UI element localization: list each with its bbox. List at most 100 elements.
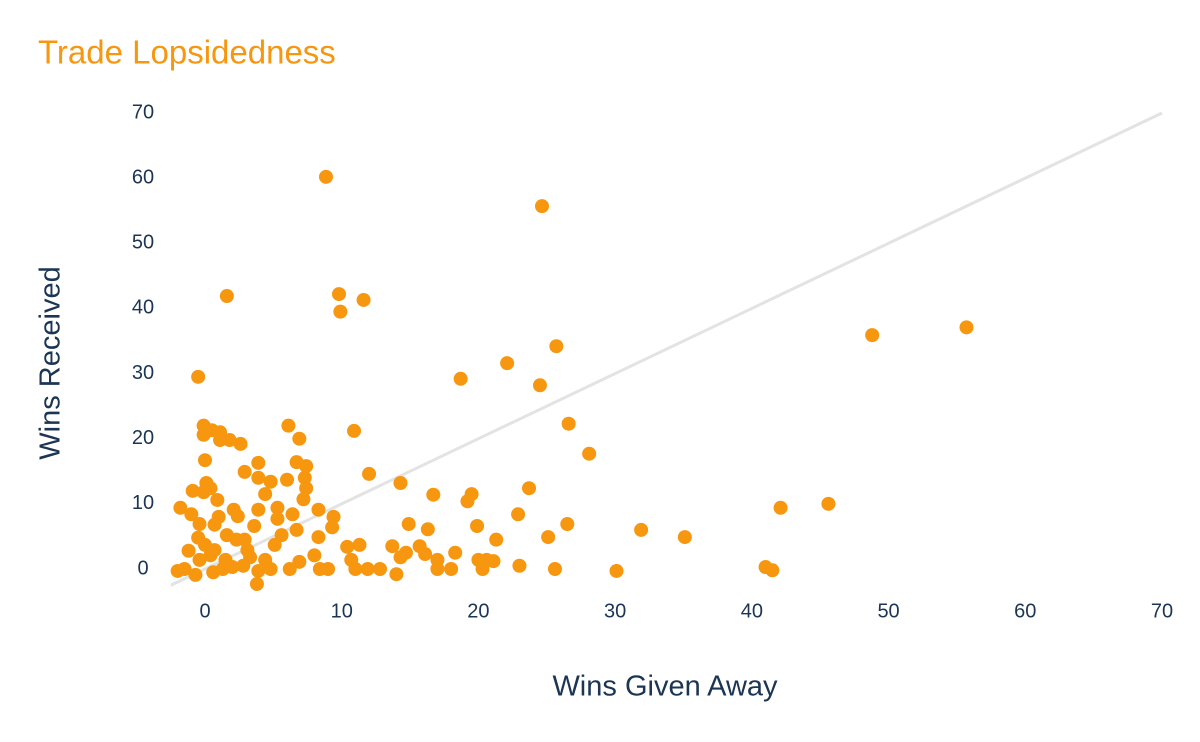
scatter-point [412,539,427,554]
scatter-point [489,532,504,547]
scatter-point [311,502,326,517]
scatter-point [192,552,207,567]
scatter-point [393,476,408,491]
scatter-point [297,470,312,485]
scatter-point [522,481,537,496]
y-tick-label: 50 [132,232,154,254]
scatter-point [247,519,262,534]
scatter-point [267,537,282,552]
scatter-point [280,472,295,487]
scatter-point [191,369,206,384]
y-tick-label: 0 [137,557,148,579]
y-axis-title: Wins Received [35,266,67,459]
scatter-point [312,562,327,576]
scatter-point [181,543,196,558]
scatter-point [249,576,264,591]
scatter-point [532,378,547,393]
scatter-point [289,522,304,537]
scatter-point [188,567,203,582]
scatter-point [307,548,322,563]
x-tick-label: 70 [1151,600,1173,622]
scatter-point [219,289,234,304]
scatter-point [356,292,371,307]
scatter-point [251,563,266,578]
y-tick-label: 20 [132,427,154,449]
scatter-point [500,356,515,371]
scatter-point [274,528,289,543]
scatter-point [401,517,416,532]
scatter-point [560,517,575,532]
scatter-point [285,507,300,522]
scatter-point [549,339,564,354]
scatter-point [865,328,880,343]
scatter-point [237,464,252,479]
scatter-point [471,552,486,567]
scatter-point [444,562,459,576]
scatter-point [204,423,219,438]
scatter-point [326,509,341,524]
scatter-point [218,552,233,567]
scatter-point [420,522,435,537]
y-tick-label: 40 [132,297,154,319]
scatter-point [821,496,836,511]
scatter-point [258,487,273,502]
scatter-point [344,552,359,567]
scatter-point [311,530,326,545]
scatter-point [512,558,527,573]
y-tick-label: 70 [132,101,154,123]
scatter-point [511,507,526,522]
x-tick-label: 50 [877,600,899,622]
scatter-point [582,446,597,461]
scatter-point [541,530,556,545]
y-tick-label: 10 [132,492,154,514]
scatter-point [292,554,307,569]
scatter-point [258,552,273,567]
scatter-point [222,433,237,448]
scatter-point [340,539,355,554]
scatter-point [547,562,562,576]
scatter-point [347,423,362,438]
scatter-point [185,483,200,498]
scatter-point [360,562,375,576]
scatter-point [210,492,225,507]
scatter-point [362,466,377,481]
scatter-point [191,530,206,545]
scatter-point [207,543,222,558]
scatter-point [270,511,285,526]
scatter-point [233,436,248,451]
scatter-point [634,522,649,537]
scatter-point [959,320,974,335]
scatter-point [299,481,314,496]
chart-title: Trade Lopsidedness [38,34,336,71]
scatter-point [170,563,185,578]
scatter-point [292,431,307,446]
scatter-point [609,563,624,578]
x-tick-label: 40 [741,600,763,622]
scatter-point [448,545,463,560]
scatter-point [207,517,222,532]
scatter-point [226,502,241,517]
scatter-point [184,507,199,522]
scatter-point [236,558,251,573]
scatter-point [289,455,304,470]
scatter-point [198,453,212,468]
scatter-point [173,500,188,515]
scatter-point [282,562,297,576]
x-tick-label: 0 [199,600,210,622]
scatter-point [426,487,441,502]
scatter-point [535,199,550,214]
x-tick-label: 30 [604,600,626,622]
scatter-point [251,455,266,470]
scatter-point [251,502,266,517]
scatter-point [318,169,333,184]
scatter-point [561,416,576,431]
scatter-point [203,481,218,496]
x-tick-label: 10 [331,600,353,622]
scatter-point [251,470,266,485]
scatter-point [389,567,404,582]
x-tick-label: 60 [1014,600,1036,622]
scatter-point [331,287,346,302]
scatter-point [677,530,692,545]
scatter-point [773,500,788,515]
